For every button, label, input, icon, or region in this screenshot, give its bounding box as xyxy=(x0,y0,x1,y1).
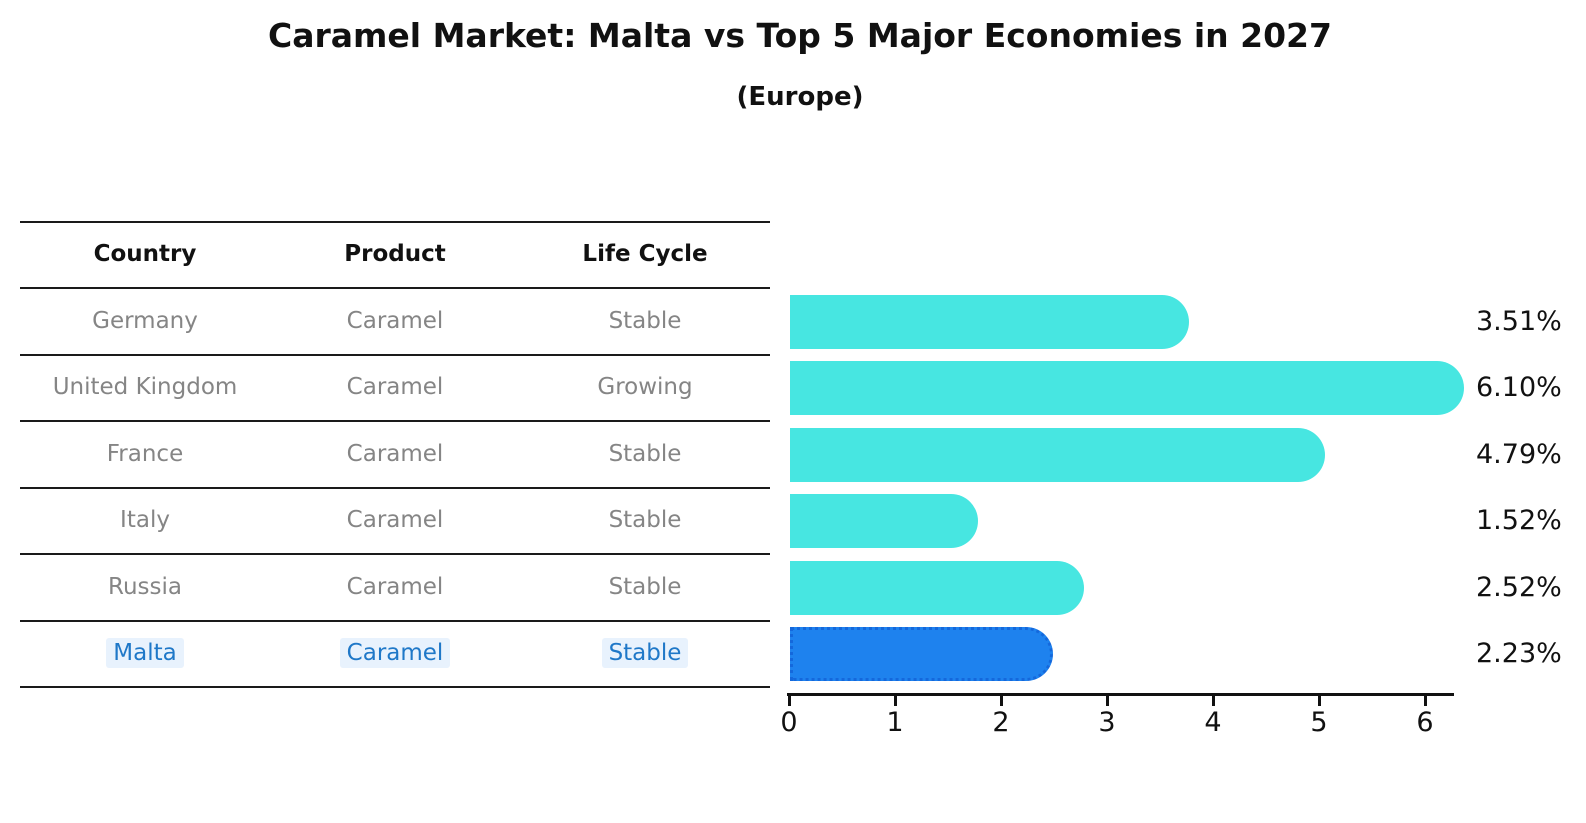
cell-life-cycle: Stable xyxy=(608,308,682,334)
x-axis-tick xyxy=(1424,696,1427,706)
col-header-life-cycle: Life Cycle xyxy=(582,241,708,267)
table-divider xyxy=(20,487,770,489)
value-label-malta: 2.23% xyxy=(1476,638,1562,669)
x-axis-tick-label: 3 xyxy=(1098,707,1116,738)
cell-product: Caramel xyxy=(270,638,520,668)
table-row-italy: Italy Caramel Stable xyxy=(20,487,770,553)
x-axis-tick-label: 2 xyxy=(992,707,1010,738)
bar-russia xyxy=(790,561,1085,615)
table-header-row: Country Product Life Cycle xyxy=(20,221,770,287)
cell-country: Germany xyxy=(92,308,198,334)
comparison-table: Country Product Life Cycle Germany Caram… xyxy=(20,221,770,688)
col-header-country: Country xyxy=(93,241,197,267)
cell-country: Italy xyxy=(120,507,170,533)
table-row-germany: Germany Caramel Stable xyxy=(20,288,770,354)
bar-united-kingdom xyxy=(790,361,1464,415)
x-axis-tick xyxy=(1106,696,1109,706)
value-label-france: 4.79% xyxy=(1476,439,1562,470)
chart-subtitle: (Europe) xyxy=(736,82,864,112)
cell-product: Caramel xyxy=(346,574,444,600)
cell-life-cycle: Growing xyxy=(597,374,693,400)
cell-product: Caramel xyxy=(346,374,444,400)
cell-product: Caramel xyxy=(346,308,444,334)
x-axis-tick-label: 4 xyxy=(1204,707,1222,738)
value-label-united-kingdom: 6.10% xyxy=(1476,372,1562,403)
cell-life-cycle: Stable xyxy=(608,574,682,600)
bar-germany xyxy=(790,295,1190,349)
x-axis-tick-label: 6 xyxy=(1416,707,1434,738)
table-row-russia: Russia Caramel Stable xyxy=(20,554,770,620)
table-divider xyxy=(20,221,770,223)
cell-country: United Kingdom xyxy=(52,374,238,400)
cell-product: Caramel xyxy=(346,507,444,533)
x-axis-line xyxy=(787,693,1454,696)
table-divider xyxy=(20,686,770,688)
x-axis-tick xyxy=(1000,696,1003,706)
x-axis-tick-label: 1 xyxy=(886,707,904,738)
bar-malta-highlighted xyxy=(790,627,1054,681)
cell-life-cycle: Stable xyxy=(608,507,682,533)
x-axis-tick xyxy=(1212,696,1215,706)
x-axis-tick xyxy=(1318,696,1321,706)
col-header-product: Product xyxy=(344,241,446,267)
chart-title: Caramel Market: Malta vs Top 5 Major Eco… xyxy=(268,16,1332,55)
cell-country: Russia xyxy=(108,574,182,600)
table-divider xyxy=(20,553,770,555)
table-divider xyxy=(20,420,770,422)
bar-italy xyxy=(790,494,979,548)
cell-life-cycle: Stable xyxy=(520,638,770,668)
table-row-united-kingdom: United Kingdom Caramel Growing xyxy=(20,354,770,420)
bar-france xyxy=(790,428,1325,482)
cell-life-cycle: Stable xyxy=(608,441,682,467)
x-axis-tick-label: 5 xyxy=(1310,707,1328,738)
table-divider xyxy=(20,287,770,289)
value-label-germany: 3.51% xyxy=(1476,306,1562,337)
cell-country: Malta xyxy=(20,638,270,668)
x-axis-tick-label: 0 xyxy=(780,707,798,738)
x-axis-tick xyxy=(894,696,897,706)
cell-country: France xyxy=(106,441,184,467)
cell-product: Caramel xyxy=(346,441,444,467)
table-row-malta: Malta Caramel Stable xyxy=(20,620,770,686)
value-label-italy: 1.52% xyxy=(1476,505,1562,536)
value-label-russia: 2.52% xyxy=(1476,572,1562,603)
x-axis-tick xyxy=(788,696,791,706)
table-divider xyxy=(20,354,770,356)
table-row-france: France Caramel Stable xyxy=(20,421,770,487)
table-divider xyxy=(20,620,770,622)
